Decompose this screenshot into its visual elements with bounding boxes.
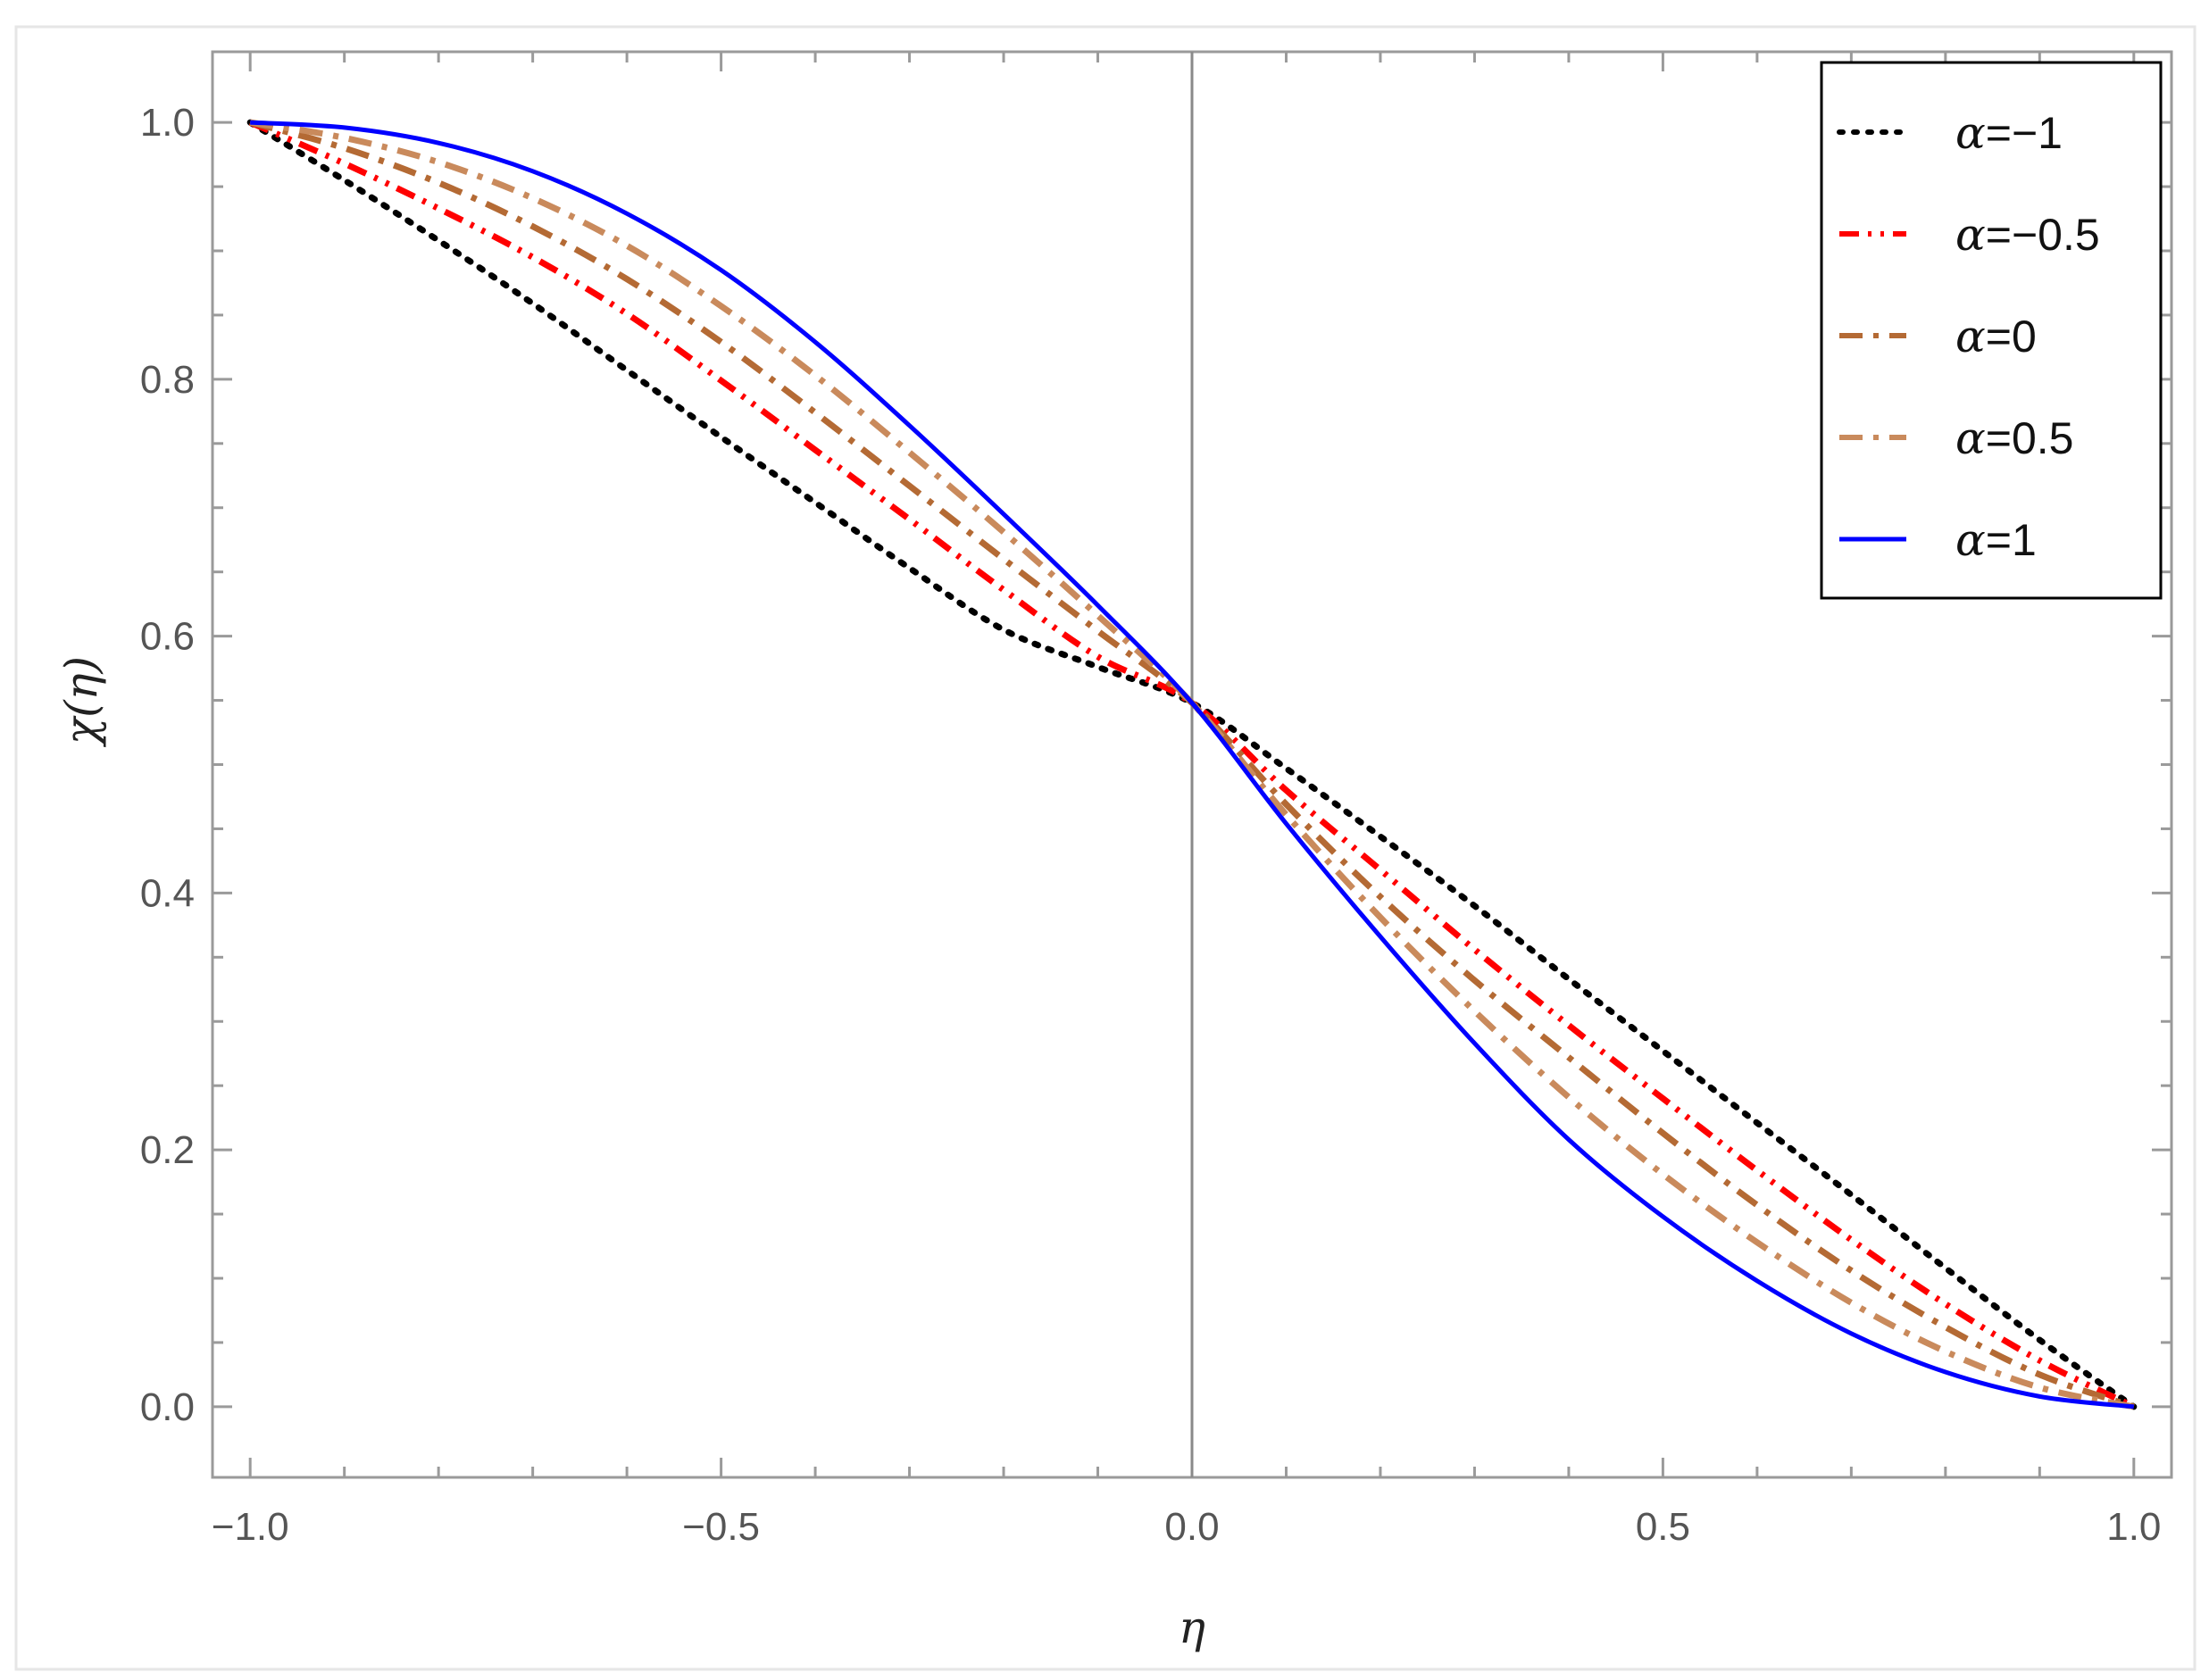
- legend-box: [1820, 61, 2163, 600]
- series-line-0: [246, 119, 2138, 1410]
- series-lines: [246, 119, 2138, 1410]
- legend-label-symbol: α: [1955, 412, 1986, 464]
- series-line-3: [249, 119, 2135, 1410]
- legend: α=−1α=−0.5α=0α=0.5α=1: [1820, 61, 2163, 600]
- legend-label-value: =1: [1986, 515, 2037, 565]
- legend-label-value: =0.5: [1986, 413, 2074, 463]
- x-tick-label: 0.5: [1636, 1505, 1690, 1549]
- x-tick-label: 0.0: [1164, 1505, 1219, 1549]
- x-axis-label: η: [1179, 1601, 1205, 1653]
- legend-label-0: α=−1: [1955, 107, 2063, 159]
- legend-label-2: α=0: [1955, 311, 2037, 362]
- y-tick-label: 0.2: [140, 1128, 195, 1172]
- legend-label-3: α=0.5: [1955, 412, 2073, 464]
- x-tick-label: −0.5: [682, 1505, 760, 1549]
- y-tick-label: 1.0: [140, 101, 195, 145]
- legend-label-4: α=1: [1955, 514, 2037, 566]
- series-line-4: [250, 120, 2135, 1410]
- x-tick-label: −1.0: [212, 1505, 289, 1549]
- y-axis-label: χ(η): [55, 656, 107, 747]
- series-line-2: [249, 119, 2135, 1410]
- tick-labels: −1.0 −0.5 0.0 0.5 1.0 0.0 0.2 0.4 0.6 0.8 1.0: [140, 101, 2162, 1549]
- legend-label-1: α=−0.5: [1955, 209, 2100, 261]
- legend-label-value: =−0.5: [1986, 210, 2100, 260]
- y-tick-label: 0.8: [140, 358, 195, 402]
- figure-frame: [14, 25, 2196, 1671]
- legend-label-symbol: α: [1955, 514, 1986, 566]
- y-tick-label: 0.0: [140, 1385, 195, 1429]
- legend-label-symbol: α: [1955, 311, 1986, 362]
- legend-label-symbol: α: [1955, 209, 1986, 261]
- y-tick-label: 0.6: [140, 615, 195, 659]
- legend-label-value: =0: [1986, 312, 2037, 362]
- ticks: [213, 52, 2171, 1477]
- legend-entries: α=−1α=−0.5α=0α=0.5α=1: [1837, 107, 2100, 566]
- y-tick-label: 0.4: [140, 871, 195, 915]
- legend-label-symbol: α: [1955, 107, 1986, 159]
- x-tick-label: 1.0: [2106, 1505, 2161, 1549]
- legend-label-value: =−1: [1986, 108, 2063, 158]
